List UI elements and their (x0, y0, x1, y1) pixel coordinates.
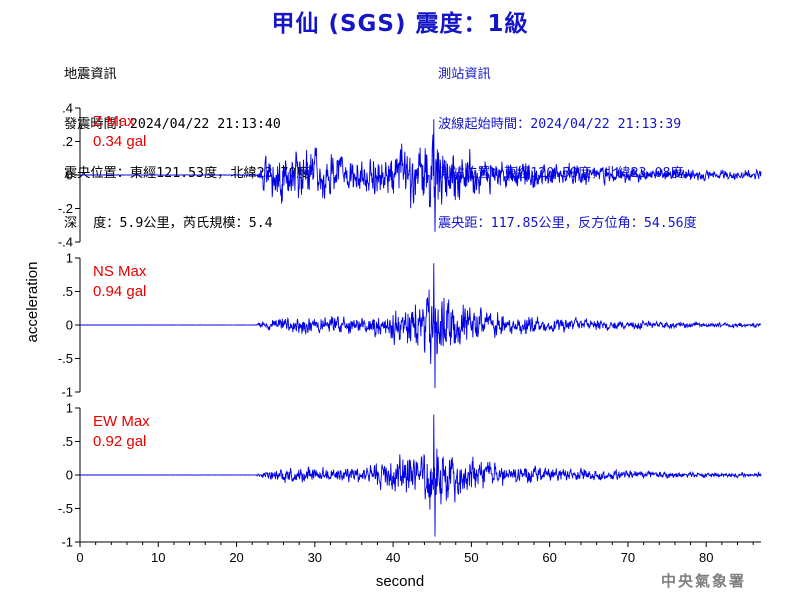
waveform-trace-z (80, 119, 762, 232)
waveform-trace-ns (80, 263, 762, 389)
earthquake-info-block: 地震資訊 發震時間：2024/04/22 21:13:40 震央位置：東經121… (64, 34, 310, 249)
y-tick-label-ew: -1 (61, 535, 73, 550)
station-info-heading: 測站資訊 (438, 67, 491, 82)
y-tick-label-ns: .5 (62, 284, 73, 299)
waveform-trace-ew (80, 414, 762, 537)
y-tick-label-z: .4 (62, 101, 73, 116)
x-tick-label: 70 (621, 550, 635, 565)
max-label-ns: NS Max (93, 263, 147, 280)
x-tick-label: 80 (699, 550, 713, 565)
origin-time: 發震時間：2024/04/22 21:13:40 (64, 116, 281, 132)
y-tick-label-z: -.2 (58, 201, 73, 216)
y-tick-label-z: .2 (62, 134, 73, 149)
y-tick-label-ew: 0 (66, 468, 73, 483)
max-value-ew: 0.92 gal (93, 433, 146, 450)
wave-start-time: 波線起始時間：2024/04/22 21:13:39 (438, 116, 682, 132)
x-tick-label: 50 (464, 550, 478, 565)
chart-title: 甲仙 (SGS) 震度：1級 (271, 11, 529, 37)
y-tick-label-z: 0 (66, 168, 73, 183)
x-tick-label: 40 (386, 550, 400, 565)
x-tick-label: 0 (76, 550, 83, 565)
max-label-z: Z Max (93, 113, 135, 130)
earthquake-info-heading: 地震資訊 (64, 67, 117, 82)
label-layer: Z Max 0.34 gal NS Max 0.94 gal EW Max 0.92 ga… (93, 113, 150, 450)
x-tick-label: 30 (308, 550, 322, 565)
y-tick-label-ew: -.5 (58, 501, 73, 516)
y-tick-label-ns: -1 (61, 385, 73, 400)
trace-layer (80, 119, 762, 537)
x-tick-label: 60 (542, 550, 556, 565)
agency-credit: 中央氣象署 (660, 572, 746, 590)
epicentral-distance: 震央距：117.85公里，反方位角：54.56度 (438, 215, 697, 231)
max-value-ns: 0.94 gal (93, 283, 146, 300)
max-value-z: 0.34 gal (93, 133, 146, 150)
y-tick-label-ew: .5 (62, 434, 73, 449)
x-axis-label: second (376, 573, 424, 590)
y-tick-label-ns: 0 (66, 318, 73, 333)
max-label-ew: EW Max (93, 413, 150, 430)
y-tick-label-ns: 1 (66, 251, 73, 266)
y-tick-label-ns: -.5 (58, 351, 73, 366)
x-tick-label: 10 (151, 550, 165, 565)
x-tick-label: 20 (229, 550, 243, 565)
epicenter-location: 震央位置：東經121.53度，北緯23.70度 (64, 166, 310, 181)
depth-magnitude: 深 度：5.9公里，芮氏規模：5.4 (64, 215, 273, 231)
y-axis-label: acceleration (24, 262, 41, 343)
axes-layer: -.4-.20.2.4-1-.50.51-1-.50.510 10 20 30 40 50… (58, 101, 761, 565)
y-tick-label-z: -.4 (58, 235, 73, 250)
y-tick-label-ew: 1 (66, 401, 73, 416)
